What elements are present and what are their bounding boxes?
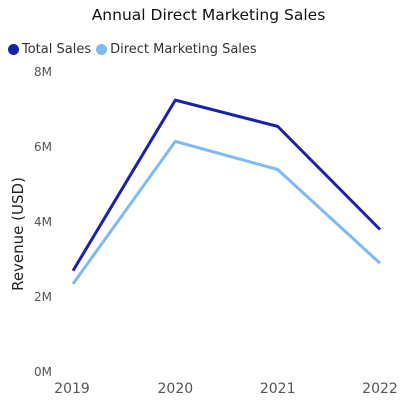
x-tick-label: 2020 — [158, 381, 194, 397]
y-tick-label: 8M — [34, 65, 52, 79]
legend-marker-total-sales-icon — [8, 43, 19, 55]
legend-label-direct-marketing-sales: Direct Marketing Sales — [110, 41, 257, 57]
legend-marker-direct-marketing-sales-icon — [96, 43, 108, 55]
series-line-total-sales[interactable] — [71, 98, 382, 272]
series-lines — [71, 98, 382, 285]
x-tick-label: 2019 — [54, 381, 90, 397]
legend-item-direct-marketing-sales[interactable]: Direct Marketing Sales — [96, 42, 257, 57]
series-line-direct-marketing-sales[interactable] — [71, 139, 382, 285]
x-axis-ticks: 2019 2020 2021 2022 — [54, 381, 398, 397]
y-tick-label: 4M — [34, 215, 52, 229]
legend-label-total-sales: Total Sales — [22, 41, 92, 57]
y-tick-label: 6M — [34, 140, 52, 154]
y-tick-label: 0M — [34, 365, 52, 379]
legend-item-total-sales[interactable]: Total Sales — [8, 42, 91, 57]
y-axis-title: Revenue (USD) — [9, 177, 27, 291]
x-tick-label: 2021 — [260, 381, 296, 397]
chart-title: Annual Direct Marketing Sales — [91, 6, 326, 24]
y-tick-label: 2M — [34, 290, 52, 304]
x-tick-label: 2022 — [362, 381, 398, 397]
y-axis-ticks: 0M 2M 4M 6M 8M — [34, 65, 52, 379]
chart-legend: Total Sales Direct Marketing Sales — [8, 40, 262, 58]
